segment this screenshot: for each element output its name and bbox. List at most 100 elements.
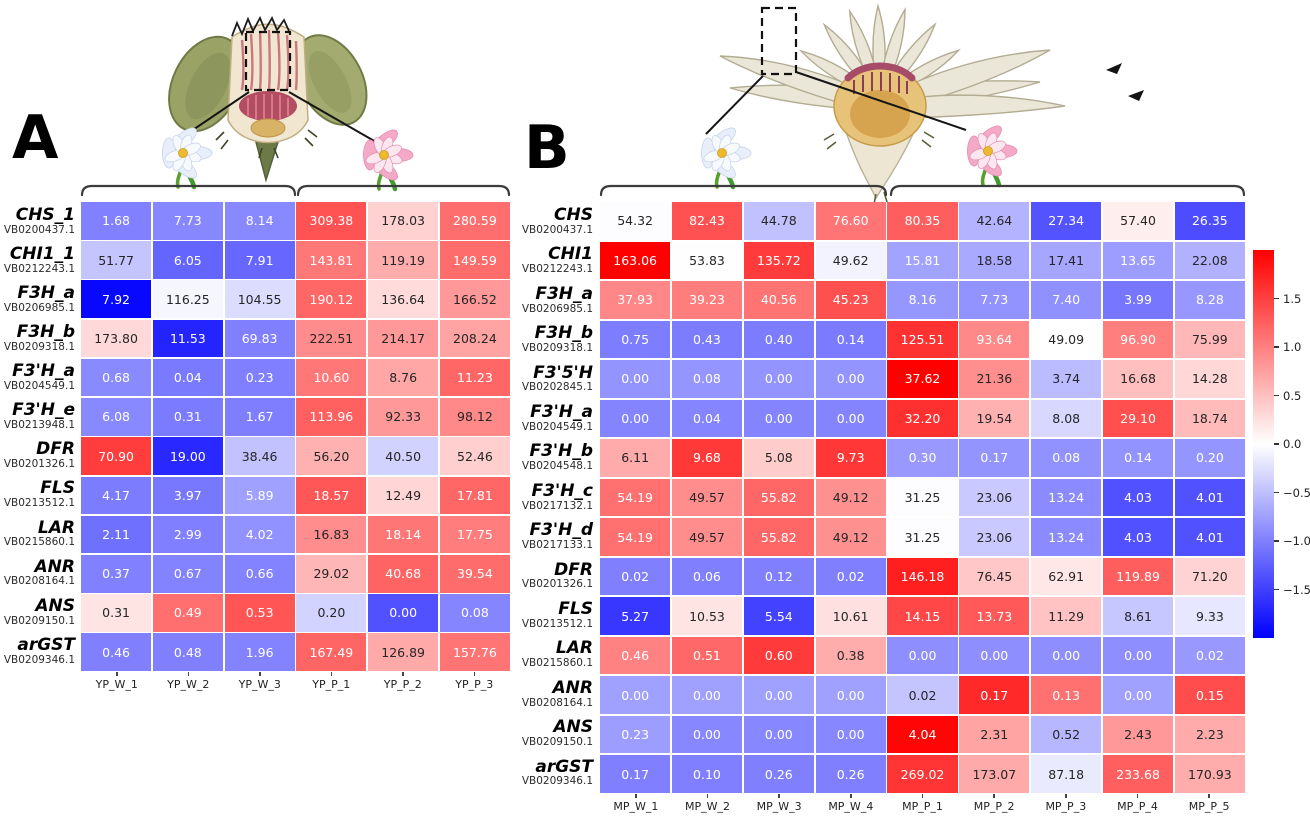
group-bracket-white-b (599, 184, 888, 197)
heatmap-cell: 2.43 (1102, 715, 1174, 754)
heatmap-cell: 57.40 (1102, 202, 1174, 240)
heatmap-cell: 0.00 (815, 715, 886, 754)
heatmap-cell: 93.64 (959, 320, 1030, 359)
heatmap-cell: 17.81 (439, 476, 510, 515)
heatmap-cell: 4.03 (1102, 478, 1174, 517)
heatmap-cell: 8.61 (1102, 597, 1174, 635)
heatmap-cell: 4.03 (1102, 518, 1174, 556)
heatmap-cell: 0.00 (815, 676, 886, 714)
gene-accession: VB0200437.1 (521, 223, 593, 236)
gene-labels-b: CHS VB0200437.1 CHI1 VB0212243.1 F3H_a VB0206… (516, 202, 597, 793)
white-flower-image (702, 124, 752, 187)
heatmap-cell: 0.13 (1031, 676, 1102, 714)
gene-row-label: F3H_a VB0206985.1 (0, 280, 79, 319)
heatmap-cell: 233.68 (1102, 755, 1174, 793)
heatmap-cell: 104.55 (224, 280, 295, 319)
heatmap-cell: 0.00 (743, 676, 814, 714)
heatmap-cell: 5.54 (743, 597, 814, 635)
gene-row-label: DFR VB0201326.1 (0, 436, 79, 475)
heatmap-cell: 208.24 (439, 319, 510, 358)
heatmap-cell: 22.08 (1174, 241, 1245, 280)
heatmap-cell: 173.80 (81, 319, 152, 358)
heatmap-cell: 0.17 (959, 676, 1030, 714)
gene-accession: VB0209346.1 (521, 775, 593, 788)
colorbar (1253, 250, 1274, 638)
heatmap-cell: 2.23 (1174, 715, 1245, 754)
heatmap-cell: 8.14 (224, 202, 295, 240)
heatmap-cell: 0.23 (224, 358, 295, 397)
heatmap-cell: 0.66 (224, 554, 295, 593)
column-label: MP_P_4 (1117, 800, 1158, 813)
connector-line (288, 91, 377, 143)
gene-row-label: ANR VB0208164.1 (516, 675, 597, 714)
heatmap-cell: 98.12 (439, 398, 510, 436)
heatmap-cell: 29.10 (1102, 399, 1174, 438)
heatmap-cell: 0.67 (152, 554, 223, 593)
heatmap-cell: 37.62 (887, 360, 958, 398)
heatmap-cell: 42.64 (959, 202, 1030, 240)
heatmap-cell: 0.00 (743, 399, 814, 438)
gene-accession: VB0201326.1 (3, 458, 75, 471)
column-tick (706, 794, 709, 798)
colorbar-tick-label: 0.0 (1283, 437, 1302, 451)
heatmap-cell: 76.45 (959, 557, 1030, 596)
gene-row-label: F3'H_a VB0204549.1 (516, 399, 597, 438)
gene-accession: VB0215860.1 (3, 536, 75, 549)
heatmap-cell: 0.20 (1174, 439, 1245, 477)
gene-name: ANS (553, 717, 593, 738)
heatmap-cell: 0.17 (600, 755, 671, 793)
column-label: MP_W_3 (756, 800, 802, 813)
gene-accession: VB0202845.1 (521, 381, 593, 394)
heatmap-cell: 23.06 (959, 478, 1030, 517)
heatmap-cell: 49.57 (671, 478, 743, 517)
colorbar-tick-label: 1.0 (1283, 340, 1302, 354)
heatmap-cell: 0.00 (600, 399, 671, 438)
heatmap-cell: 0.30 (887, 439, 958, 477)
gene-accession: VB0201326.1 (521, 578, 593, 591)
gene-row-label: CHS VB0200437.1 (516, 202, 597, 241)
heatmap-cell: 62.91 (1031, 557, 1102, 596)
heatmap-cell: 190.12 (296, 280, 367, 319)
heatmap-cell: 18.14 (368, 515, 439, 554)
heatmap-cell: 7.73 (959, 281, 1030, 319)
heatmap-cell: 0.26 (743, 755, 814, 793)
heatmap-cell: 19.54 (959, 399, 1030, 438)
gene-name: arGST (17, 634, 75, 655)
gene-name: F3'H_c (531, 480, 593, 501)
heatmap-cell: 16.68 (1102, 360, 1174, 398)
white-flower-image (163, 124, 213, 187)
heatmap-cell: 39.23 (671, 281, 743, 319)
colorbar-tick-label: 1.5 (1283, 291, 1302, 306)
gene-accession: VB0204549.1 (521, 420, 593, 433)
heatmap-cell: 126.89 (368, 633, 439, 671)
gene-name: FLS (40, 478, 75, 499)
zoom-region-rect-b (760, 6, 798, 76)
heatmap-cell: 2.31 (959, 715, 1030, 754)
gene-accession: VB0206985.1 (521, 302, 593, 315)
gene-accession: VB0209318.1 (3, 340, 75, 353)
heatmap-cell: 149.59 (439, 241, 510, 279)
gene-row-label: arGST VB0209346.1 (516, 754, 597, 793)
heatmap-cell: 49.12 (815, 478, 886, 517)
gene-accession: VB0212243.1 (521, 263, 593, 276)
heatmap-cell: 11.29 (1031, 597, 1102, 635)
heatmap-cell: 0.23 (600, 715, 671, 754)
gene-row-label: ANS VB0209150.1 (0, 593, 79, 632)
gene-accession: VB0217132.1 (521, 499, 593, 512)
heatmap-cell: 0.00 (600, 360, 671, 398)
heatmap-cell: 54.32 (600, 202, 671, 240)
colorbar-tick-label: −0.5 (1283, 485, 1310, 500)
gene-accession: VB0217133.1 (521, 539, 593, 552)
heatmap-cell: 8.76 (368, 358, 439, 397)
gene-name: CHI1_1 (9, 243, 75, 264)
heatmap-cell: 0.48 (152, 633, 223, 671)
column-tick (778, 794, 780, 798)
heatmap-cell: 3.97 (152, 476, 223, 515)
heatmap-cell: 4.01 (1174, 518, 1245, 556)
column-ticks-a (81, 672, 510, 676)
gene-name: F3H_b (534, 323, 593, 344)
heatmap-cell: 6.11 (600, 439, 671, 477)
heatmap-cell: 6.05 (152, 241, 223, 279)
pink-flower-image (968, 122, 1018, 185)
heatmap-cell: 1.96 (224, 633, 295, 671)
